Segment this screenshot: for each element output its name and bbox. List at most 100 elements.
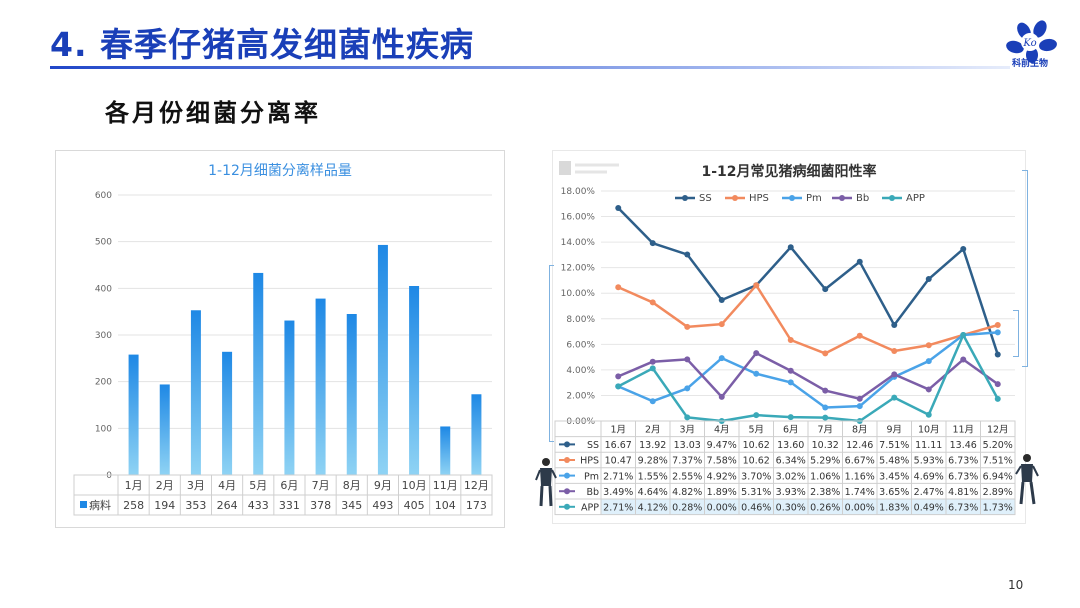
data-label: 10.62	[743, 440, 770, 451]
data-label: 5.48%	[879, 456, 909, 467]
data-point	[649, 398, 656, 405]
bar	[253, 272, 264, 475]
x-category-label: 2月	[156, 479, 174, 492]
data-point	[649, 299, 656, 306]
sample-volume-chart: 1-12月细菌分离样品量 0 100 200 300 400 500 600 1月 2月 3月 4月 5…	[73, 162, 493, 516]
data-label: 5.29%	[810, 456, 840, 467]
data-label: 405	[404, 499, 425, 512]
legend-marker	[682, 195, 688, 201]
x-category-label: 5月	[748, 425, 764, 436]
data-point	[925, 411, 932, 418]
data-point	[787, 367, 794, 374]
y-tick-label: 100	[95, 424, 112, 434]
bar	[409, 286, 420, 475]
data-label: 264	[217, 499, 238, 512]
data-label: 3.02%	[776, 471, 806, 482]
data-label: 0.46%	[741, 503, 771, 514]
x-category-label: 9月	[374, 479, 392, 492]
data-label: 173	[466, 499, 487, 512]
sample-volume-chart-panel: 1-12月细菌分离样品量 0 100 200 300 400 500 600 1月 2月 3月 4月 5…	[55, 150, 505, 528]
y-tick-label: 0	[106, 471, 112, 481]
data-label: 194	[154, 499, 175, 512]
data-label: 13.60	[777, 440, 804, 451]
data-point	[753, 282, 760, 289]
data-point	[925, 276, 932, 283]
data-point	[856, 395, 863, 402]
data-label: 6.67%	[845, 456, 875, 467]
legend-label: APP	[581, 503, 599, 514]
x-category-label: 1月	[610, 425, 626, 436]
x-category-label: 12月	[987, 425, 1009, 436]
data-point	[960, 356, 967, 363]
data-label: 4.92%	[707, 471, 737, 482]
y-tick-label: 600	[95, 191, 112, 201]
slide-subtitle: 各月份细菌分离率	[105, 98, 321, 127]
x-category-label: 7月	[817, 425, 833, 436]
data-label: 0.26%	[810, 503, 840, 514]
data-point	[718, 355, 725, 362]
data-label: 10.32	[812, 440, 839, 451]
data-label: 258	[123, 499, 144, 512]
data-point	[822, 387, 829, 394]
series-line	[617, 351, 999, 401]
data-point	[684, 251, 691, 258]
positive-rate-chart: 1-12月常见猪病细菌阳性率 SS HPS Pm Bb APP 0.00% 2.00% 4.00…	[554, 161, 1016, 516]
data-label: 13.92	[639, 440, 666, 451]
legend-label: SS	[587, 440, 599, 451]
series-line	[617, 284, 999, 355]
placeholder-icon	[559, 161, 571, 175]
data-point	[891, 322, 898, 329]
data-label: 2.89%	[983, 487, 1013, 498]
y-tick-label: 0.00%	[566, 417, 595, 427]
bar	[346, 314, 357, 475]
data-label: 4.64%	[638, 487, 668, 498]
y-tick-label: 14.00%	[561, 238, 596, 248]
legend-label: Bb	[856, 193, 869, 204]
data-point	[684, 385, 691, 392]
data-point	[994, 351, 1001, 358]
data-label: 12.46	[846, 440, 873, 451]
businessman-figure-icon	[1015, 454, 1039, 505]
legend-marker	[564, 457, 570, 463]
data-point	[891, 371, 898, 378]
data-label: 9.47%	[707, 440, 737, 451]
data-label: 345	[341, 499, 362, 512]
data-point	[994, 395, 1001, 402]
data-point	[822, 286, 829, 293]
data-label: 0.00%	[707, 503, 737, 514]
data-point	[960, 332, 967, 339]
y-tick-label: 8.00%	[566, 315, 595, 325]
data-label: 6.73%	[948, 456, 978, 467]
bar	[315, 298, 326, 475]
x-category-label: 10月	[402, 479, 427, 492]
x-category-label: 11月	[952, 425, 974, 436]
businessman-figure-icon	[535, 458, 557, 507]
data-label: 1.06%	[810, 471, 840, 482]
decor-bracket	[549, 265, 554, 442]
legend-label: SS	[699, 193, 712, 204]
legend-marker	[732, 195, 738, 201]
data-point	[787, 336, 794, 343]
data-point	[994, 329, 1001, 336]
legend-label: Bb	[586, 487, 599, 498]
data-label: 7.58%	[707, 456, 737, 467]
series-line	[617, 333, 999, 423]
series-line	[617, 207, 999, 355]
data-label: 6.94%	[983, 471, 1013, 482]
legend-label: APP	[906, 193, 925, 204]
data-point	[822, 414, 829, 421]
data-label: 353	[185, 499, 206, 512]
legend-label: 病料	[89, 498, 111, 512]
data-label: 2.47%	[914, 487, 944, 498]
data-label: 3.93%	[776, 487, 806, 498]
data-label: 11.11	[915, 440, 942, 451]
x-category-label: 10月	[918, 425, 940, 436]
logo-mark: Ko	[1022, 38, 1036, 49]
data-label: 16.67	[605, 440, 632, 451]
legend-label: Pm	[806, 193, 822, 204]
data-label: 493	[372, 499, 393, 512]
data-point	[822, 350, 829, 357]
data-label: 3.49%	[603, 487, 633, 498]
data-label: 5.93%	[914, 456, 944, 467]
y-tick-label: 12.00%	[561, 264, 596, 274]
